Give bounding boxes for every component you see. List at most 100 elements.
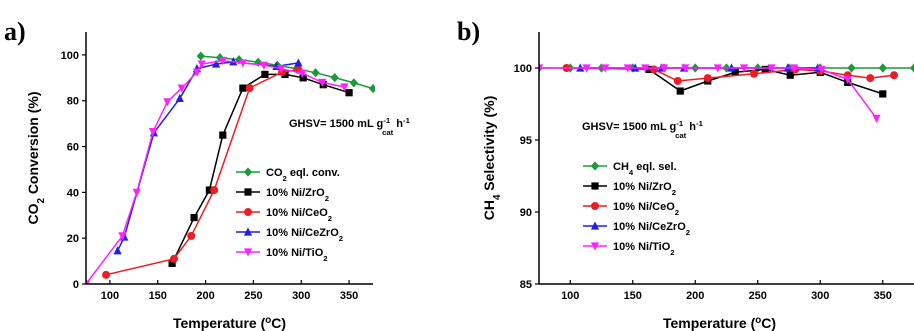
legend-marker: [243, 227, 253, 236]
data-point: [345, 89, 353, 97]
data-point: [786, 71, 794, 79]
legend-item: 10% Ni/ZrO2: [236, 187, 329, 203]
panel-b: b) 100 150 200 250 300 350 85 90 95 100 Temperature…: [457, 17, 914, 331]
data-point: [681, 64, 690, 73]
data-point: [789, 64, 799, 73]
data-point: [659, 64, 669, 73]
data-point: [750, 69, 758, 78]
data-point: [132, 188, 141, 197]
series-line-3: [116, 61, 299, 252]
x-axis-title: Temperature (oC): [663, 315, 776, 331]
data-point: [890, 71, 898, 80]
x-tick-label: 200: [196, 290, 214, 302]
data-point: [650, 65, 658, 74]
data-point: [767, 64, 776, 73]
data-point: [817, 65, 826, 75]
legend-item: 10% Ni/CeO2: [236, 207, 332, 223]
data-point: [170, 254, 179, 263]
data-point: [879, 90, 887, 98]
x-tick-label: 350: [340, 290, 358, 302]
legend-label: 10% Ni/TiO2: [266, 247, 328, 263]
series-line-1: [171, 73, 350, 264]
data-point: [676, 87, 684, 95]
panel-label: b): [457, 17, 480, 46]
legend-marker: [590, 242, 600, 251]
data-point: [731, 68, 739, 76]
data-point: [187, 231, 196, 240]
legend-item: CH4 eql. sel.: [583, 161, 677, 177]
x-tick-label: 300: [292, 290, 310, 302]
legend-label: CO2 eql. conv.: [266, 167, 340, 183]
y-tick-label: 100: [61, 50, 79, 62]
x-tick-label: 250: [244, 290, 262, 302]
ghsv-annotation: GHSV= 1500 mL g-1 cat h-1: [289, 116, 411, 138]
ghsv-annotation: GHSV= 1500 mL g-1 cat h-1: [582, 119, 704, 141]
data-point: [219, 131, 227, 139]
legend-item: 10% Ni/CeZrO2: [583, 221, 690, 237]
data-point: [641, 64, 650, 73]
data-point: [298, 69, 307, 78]
data-point: [340, 83, 349, 92]
legend-marker: [590, 161, 600, 171]
x-tick-label: 300: [811, 290, 829, 302]
data-point: [872, 114, 881, 123]
data-point: [601, 64, 610, 73]
data-point: [192, 68, 202, 77]
data-point: [299, 74, 307, 82]
data-point: [197, 60, 206, 69]
x-tick-label: 200: [686, 290, 704, 302]
data-point: [113, 246, 122, 255]
x-tick-label: 250: [749, 290, 767, 302]
legend-marker: [244, 208, 252, 216]
data-point: [878, 63, 887, 73]
y-tick-label: 90: [520, 207, 532, 219]
data-point: [205, 186, 214, 194]
data-point: [148, 128, 158, 137]
data-point: [210, 186, 219, 195]
y-axis-title: CH4 Selectivity (%): [481, 96, 503, 221]
data-point: [175, 93, 184, 103]
data-point: [318, 78, 327, 87]
data-point: [102, 270, 111, 279]
panel-label: a): [4, 17, 26, 46]
legend-label: 10% Ni/CeZrO2: [613, 221, 690, 237]
x-axis-title: Temperature (oC): [173, 315, 286, 331]
legend: CO2 eql. conv. 10% Ni/ZrO2 10% Ni/CeO2 10% …: [236, 167, 343, 263]
data-point: [909, 63, 914, 73]
data-point: [623, 64, 632, 73]
legend-item: CO2 eql. conv.: [236, 167, 340, 183]
y-tick-label: 40: [67, 187, 79, 199]
series-line-0: [200, 55, 374, 90]
data-point: [177, 84, 186, 93]
legend-label: 10% Ni/CeZrO2: [266, 227, 343, 243]
legend-item: 10% Ni/CeO2: [583, 201, 679, 217]
x-tick-label: 100: [561, 290, 579, 302]
data-point: [163, 98, 172, 107]
x-tick-label: 150: [624, 290, 642, 302]
y-tick-label: 0: [73, 279, 79, 291]
legend-marker: [590, 221, 600, 230]
series-layer: [539, 63, 914, 123]
data-point: [277, 65, 286, 74]
legend-marker: [243, 248, 253, 257]
data-point: [739, 64, 749, 73]
data-point: [168, 259, 176, 267]
data-point: [539, 64, 544, 73]
y-axis-title: CO2 Conversion (%): [25, 91, 47, 224]
x-tick-label: 350: [874, 290, 892, 302]
series-line-2: [566, 67, 895, 82]
data-point: [196, 51, 205, 61]
legend-marker: [244, 188, 252, 196]
panel-a: a) 100 150 200 250 300 350 0 20 40 60 80 100 Temperat…: [4, 17, 411, 331]
data-point: [368, 83, 375, 94]
y-tick-label: 20: [67, 233, 79, 245]
data-point: [311, 68, 320, 78]
legend: CH4 eql. sel. 10% Ni/ZrO2 10% Ni/CeO2 10% N…: [583, 161, 690, 257]
legend-label: 10% Ni/CeO2: [613, 201, 679, 217]
data-point: [238, 59, 247, 68]
data-point: [259, 61, 269, 70]
legend-item: 10% Ni/TiO2: [583, 241, 675, 257]
series-layer: [86, 51, 375, 284]
data-point: [713, 64, 722, 73]
